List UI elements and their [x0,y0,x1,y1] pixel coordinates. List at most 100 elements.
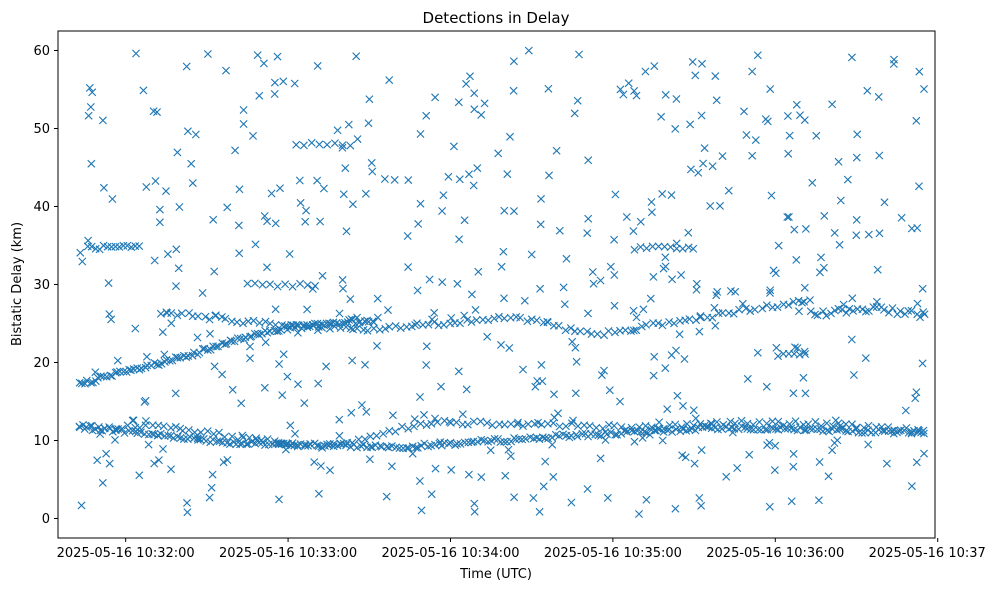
detection-point [369,324,378,333]
detection-point [388,411,397,420]
detection-point [242,440,251,449]
detection-point [604,327,613,335]
detection-point [616,85,625,94]
detection-point [743,374,752,383]
detection-point [606,262,615,271]
detection-point [467,290,476,299]
detection-point [183,498,191,507]
detection-point [658,189,667,198]
detection-point [341,164,350,173]
detection-point [678,451,687,460]
detection-point [767,191,776,200]
detection-point [118,424,127,433]
detection-point [233,318,241,327]
detection-point [638,433,647,442]
detection-point [128,416,137,425]
detection-point [453,279,462,288]
detection-point [183,127,192,136]
x-axis-label: Time (UTC) [459,567,532,582]
detection-point [506,452,515,461]
detection-point [494,312,503,321]
detection-point [696,312,705,320]
detection-point [740,107,748,116]
detection-point [263,217,272,226]
detection-point [271,305,280,314]
detection-point [791,417,800,426]
detection-point [391,322,400,330]
detection-point [263,435,272,444]
detection-point [387,462,396,471]
detection-point [637,322,646,331]
detection-point [111,435,119,444]
detection-point [584,156,593,165]
detection-point [313,441,322,450]
detection-point [571,389,580,398]
detection-point [919,308,928,317]
x-tick-label: 2025-05-16 10:35:00 [544,546,682,561]
detection-point [853,130,862,139]
detection-point [361,189,370,198]
detection-point [364,119,373,128]
detection-point [201,312,210,321]
detection-point [422,342,431,351]
detection-point [499,247,508,256]
detection-point [107,315,116,324]
detection-point [830,228,839,237]
detection-point [654,242,663,251]
detection-point [610,301,619,310]
detection-point [173,148,182,157]
detection-point [877,423,886,431]
detection-point [333,126,342,135]
detection-point [603,493,612,502]
detection-point [808,178,817,187]
detection-point [675,330,684,339]
detection-point [293,441,302,449]
detection-point [150,358,159,367]
y-tick-label: 20 [33,356,50,371]
detection-point [691,414,700,423]
detection-point [303,281,312,290]
detection-point [532,316,541,325]
detection-point [243,279,252,288]
detection-point [209,430,218,438]
detection-point [410,415,419,424]
detection-point [684,228,693,237]
detection-point [293,328,302,337]
detection-point [513,420,522,429]
detection-point [173,311,182,320]
detection-point [904,428,913,437]
detection-point [135,423,144,432]
detection-point [299,141,308,150]
detection-point [259,59,268,68]
detection-point [306,440,315,448]
detection-point [913,299,922,308]
detection-point [622,213,631,221]
detection-point [697,501,706,510]
detection-point [823,426,832,435]
detection-point [80,425,89,433]
detection-point [427,490,436,499]
detection-point [404,424,413,433]
detection-point [650,62,659,71]
detection-point [316,462,325,470]
detection-point [488,421,497,430]
x-tick-label: 2025-05-16 10:34:00 [381,546,519,561]
detection-point [584,214,593,223]
detection-point [552,146,561,155]
detection-point [784,301,793,309]
detection-point [223,203,232,212]
detection-point [829,422,838,431]
detection-point [684,243,693,252]
detection-point [271,321,280,329]
detection-point [365,95,374,104]
detection-point [539,482,548,491]
detection-point [86,103,95,111]
detection-point [244,440,253,448]
detection-point [483,418,492,427]
detection-point [210,267,219,276]
detection-point [509,57,518,66]
detection-point [84,236,93,245]
detection-point [504,445,513,454]
detection-point [751,136,760,145]
detection-point [912,388,921,397]
